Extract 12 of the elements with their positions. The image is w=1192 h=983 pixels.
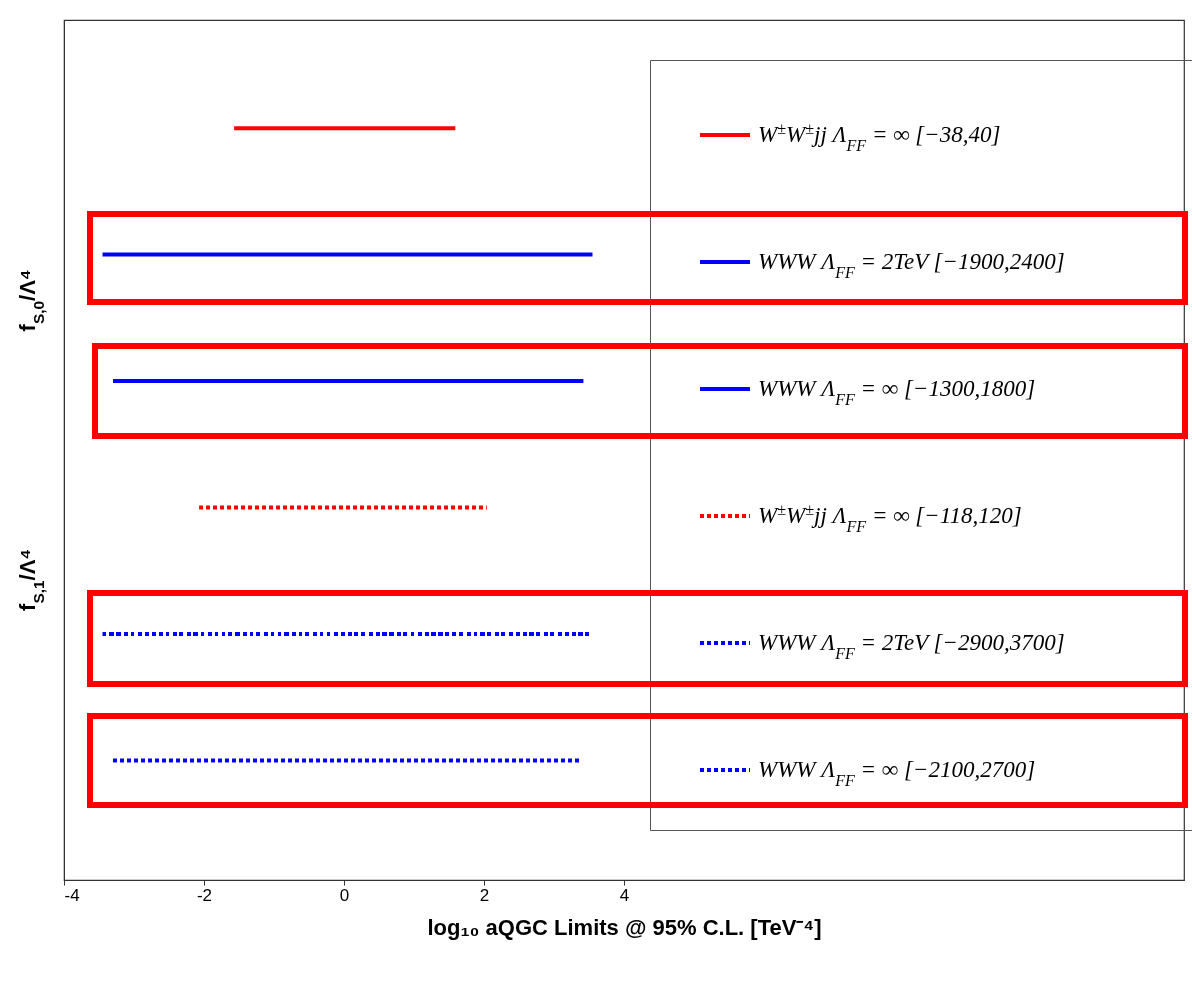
x-tick-label: -4	[64, 885, 80, 905]
legend-label: W$^{±}$W$^{±}$jj Λ$_{FF}$ = ∞ [−38,40]	[758, 119, 1001, 154]
x-axis-title: log₁₀ aQGC Limits @ 95% C.L. [TeV⁻⁴]	[427, 914, 822, 940]
legend-label: WWW Λ$_{FF}$ = ∞ [−2100,2700]	[758, 757, 1036, 789]
legend-label: WWW Λ$_{FF}$ = 2TeV [−1900,2400]	[758, 249, 1065, 281]
legend-label: W$^{±}$W$^{±}$jj Λ$_{FF}$ = ∞ [−118,120]	[758, 500, 1022, 535]
legend-label: WWW Λ$_{FF}$ = 2TeV [−2900,3700]	[758, 630, 1065, 662]
legend-label: WWW Λ$_{FF}$ = ∞ [−1300,1800]	[758, 376, 1036, 408]
x-tick-label: 0	[339, 885, 350, 905]
x-tick-label: 2	[479, 885, 490, 905]
x-tick-label: 4	[619, 885, 630, 905]
x-tick-label: -2	[196, 885, 213, 905]
